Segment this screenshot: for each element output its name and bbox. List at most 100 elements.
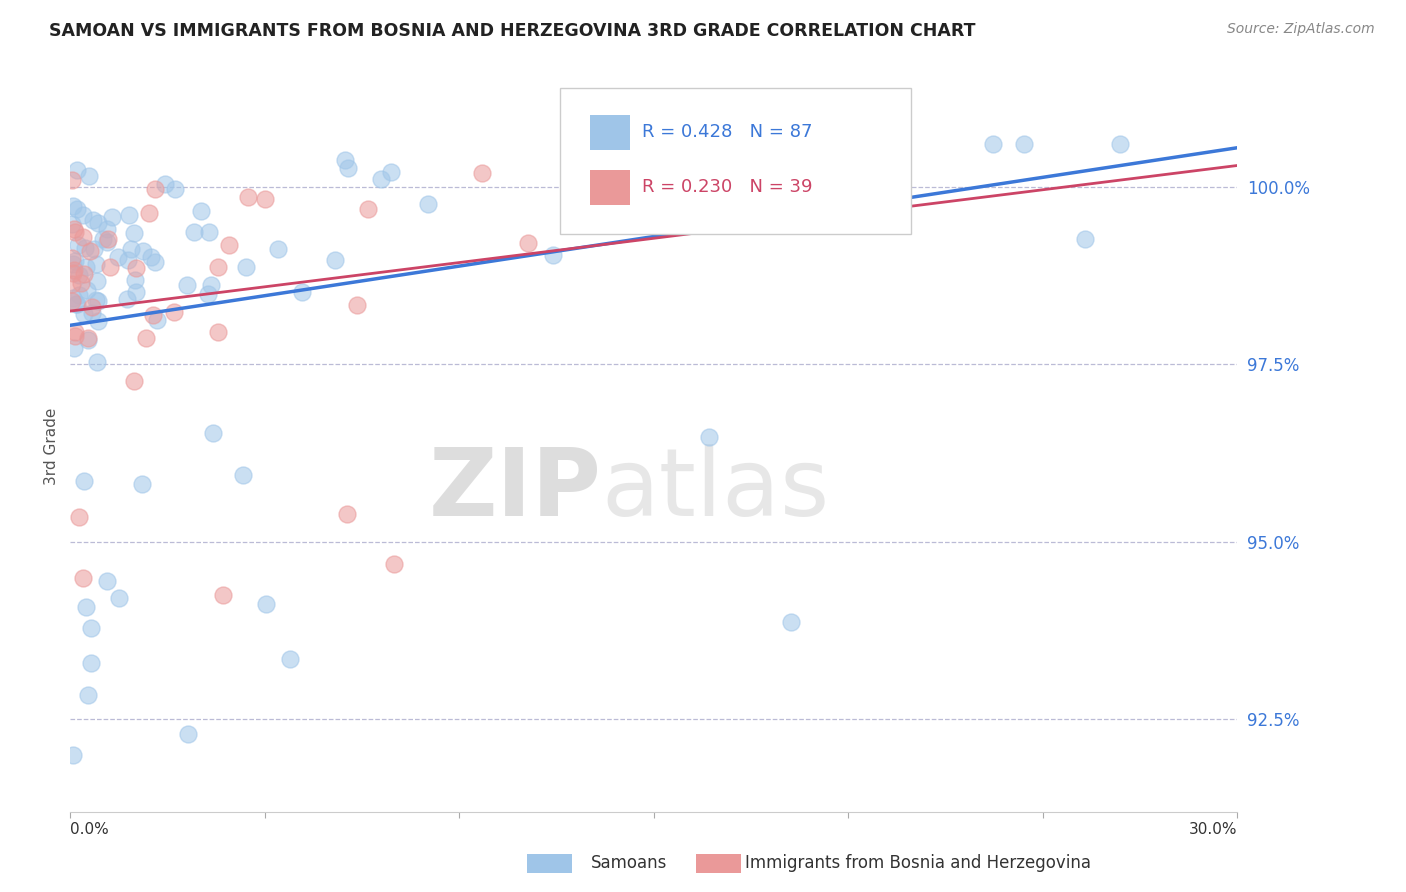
Point bbox=[75, 241, 97, 255]
Point bbox=[107, 591, 129, 606]
Text: Samoans: Samoans bbox=[591, 855, 666, 872]
Point bbox=[62, 291, 84, 305]
Point bbox=[218, 238, 240, 252]
Point bbox=[62, 341, 84, 355]
Point bbox=[62, 747, 84, 762]
Point bbox=[84, 257, 107, 271]
Point bbox=[73, 475, 96, 489]
Point bbox=[73, 268, 96, 282]
Point bbox=[86, 293, 108, 308]
Point bbox=[1012, 137, 1035, 152]
Point bbox=[80, 306, 103, 320]
Point bbox=[543, 248, 565, 262]
Point bbox=[86, 274, 108, 288]
Point bbox=[67, 288, 90, 302]
Point bbox=[117, 253, 139, 268]
Point bbox=[120, 242, 142, 256]
Point bbox=[70, 276, 93, 290]
Point bbox=[346, 297, 368, 311]
FancyBboxPatch shape bbox=[589, 169, 630, 204]
Point bbox=[190, 203, 212, 218]
Point bbox=[155, 177, 177, 191]
Text: SAMOAN VS IMMIGRANTS FROM BOSNIA AND HERZEGOVINA 3RD GRADE CORRELATION CHART: SAMOAN VS IMMIGRANTS FROM BOSNIA AND HER… bbox=[49, 22, 976, 40]
Point bbox=[697, 430, 720, 444]
Point bbox=[72, 229, 94, 244]
Point bbox=[60, 173, 83, 187]
Point bbox=[176, 278, 198, 293]
Point bbox=[183, 225, 205, 239]
Point bbox=[176, 727, 198, 741]
Point bbox=[207, 260, 229, 274]
Point bbox=[84, 293, 107, 307]
Point bbox=[67, 510, 90, 524]
Text: Source: ZipAtlas.com: Source: ZipAtlas.com bbox=[1227, 22, 1375, 37]
Point bbox=[87, 216, 110, 230]
Point bbox=[323, 253, 346, 268]
Point bbox=[62, 199, 84, 213]
Point bbox=[201, 426, 224, 441]
Point bbox=[143, 182, 166, 196]
Point bbox=[745, 137, 768, 152]
Point bbox=[146, 313, 169, 327]
Point bbox=[87, 314, 110, 328]
Point bbox=[60, 251, 83, 265]
Point bbox=[96, 221, 118, 235]
Point bbox=[79, 244, 101, 259]
Point bbox=[66, 297, 89, 311]
Point bbox=[80, 657, 103, 671]
Point bbox=[76, 688, 98, 702]
Point bbox=[82, 213, 104, 227]
Point bbox=[198, 225, 221, 239]
Point bbox=[96, 235, 118, 249]
Point bbox=[1108, 137, 1130, 152]
Point bbox=[62, 266, 84, 280]
Point bbox=[266, 242, 288, 256]
Point bbox=[60, 294, 83, 309]
Point bbox=[66, 238, 89, 252]
Point bbox=[66, 202, 89, 216]
Point bbox=[76, 333, 98, 347]
Point bbox=[1074, 231, 1097, 245]
Text: ZIP: ZIP bbox=[429, 444, 602, 536]
Point bbox=[65, 297, 87, 311]
Point bbox=[118, 208, 141, 222]
Point bbox=[779, 615, 801, 630]
Point bbox=[98, 260, 121, 274]
Text: 0.0%: 0.0% bbox=[70, 822, 110, 838]
Point bbox=[139, 250, 162, 264]
Point bbox=[143, 255, 166, 269]
Point bbox=[73, 307, 96, 321]
Point bbox=[63, 329, 86, 343]
Point bbox=[86, 354, 108, 368]
Point bbox=[66, 162, 89, 177]
Point bbox=[63, 326, 86, 340]
Text: R = 0.230   N = 39: R = 0.230 N = 39 bbox=[643, 178, 813, 196]
Point bbox=[65, 225, 87, 239]
Point bbox=[72, 208, 94, 222]
Point bbox=[336, 507, 359, 521]
Point bbox=[125, 285, 148, 299]
Point bbox=[278, 652, 301, 666]
Point bbox=[125, 260, 148, 275]
Point bbox=[335, 153, 357, 168]
Point bbox=[163, 305, 186, 319]
Point bbox=[471, 166, 494, 180]
Point bbox=[586, 137, 609, 152]
Point bbox=[79, 621, 101, 635]
Point bbox=[76, 283, 98, 297]
Point bbox=[62, 277, 84, 292]
Point bbox=[211, 588, 233, 602]
Point bbox=[63, 253, 86, 268]
Point bbox=[380, 165, 402, 179]
Point bbox=[983, 137, 1005, 152]
Point bbox=[135, 331, 157, 345]
Point bbox=[62, 257, 84, 271]
Point bbox=[131, 244, 153, 258]
Point bbox=[197, 287, 219, 301]
Point bbox=[517, 236, 540, 251]
Point bbox=[416, 197, 439, 211]
Point bbox=[138, 206, 160, 220]
Point bbox=[200, 278, 222, 293]
Text: Immigrants from Bosnia and Herzegovina: Immigrants from Bosnia and Herzegovina bbox=[745, 855, 1091, 872]
Point bbox=[77, 169, 100, 183]
